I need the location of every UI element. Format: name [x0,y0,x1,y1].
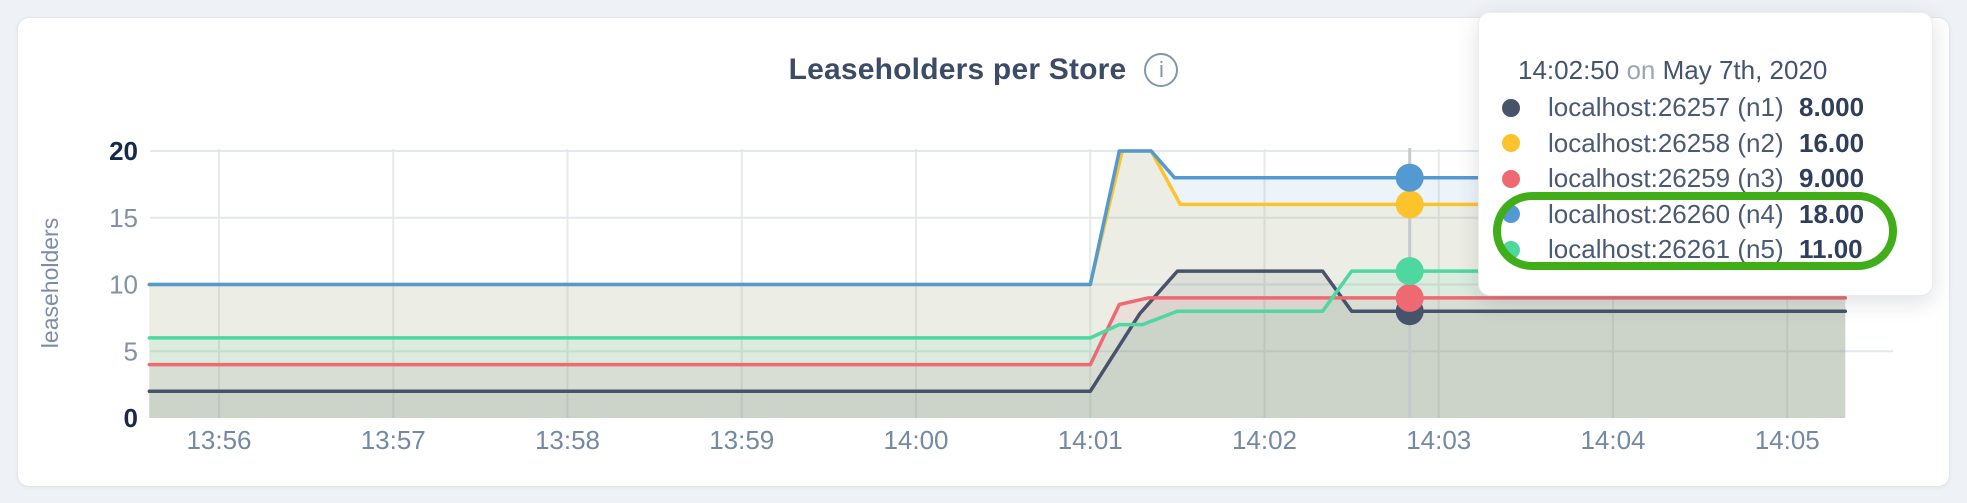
series-value: 11.00 [1799,234,1863,265]
x-tick-label: 14:02 [1232,425,1297,455]
x-tick-label: 13:59 [709,425,774,455]
series-value: 9.000 [1799,163,1865,194]
hover-dot [1395,283,1424,312]
chart-title: Leaseholders per Store [788,53,1127,86]
series-value: 18.00 [1799,198,1865,229]
series-color-dot [1502,134,1520,153]
hover-tooltip: 14:02:50 on May 7th, 2020 localhost:2625… [1478,12,1933,296]
series-line [147,269,1848,340]
series-value: 8.000 [1799,92,1865,123]
x-tick-label: 14:05 [1755,425,1820,455]
x-tick-label: 14:04 [1580,425,1645,455]
series-color-dot [1502,169,1520,188]
tooltip-time: 14:02:50 [1518,55,1620,85]
info-icon[interactable]: i [1144,53,1179,87]
series-label: localhost:26260 (n4) [1548,198,1784,229]
hover-dot [1395,163,1424,192]
series-area [149,297,1846,418]
series-line [147,149,1848,287]
tooltip-row: localhost:26260 (n4) 18.00 [1479,197,1932,233]
x-tick-label: 14:00 [883,425,948,455]
x-tick-label: 13:56 [186,425,251,455]
series-color-dot [1502,240,1520,259]
series-label: localhost:26261 (n5) [1548,234,1784,265]
tooltip-row: localhost:26261 (n5) 11.00 [1479,232,1932,268]
x-tick-label: 14:03 [1406,425,1471,455]
series-value: 16.00 [1799,127,1865,158]
hover-dot [1395,257,1424,286]
x-tick-label: 13:57 [361,425,426,455]
series-label: localhost:26258 (n2) [1548,127,1784,158]
hover-dot [1395,190,1424,219]
tooltip-row: localhost:26258 (n2) 16.00 [1479,126,1932,162]
tooltip-row: localhost:26259 (n3) 9.000 [1479,161,1932,197]
tooltip-rows: localhost:26257 (n1) 8.000 localhost:26258… [1479,90,1932,268]
series-color-dot [1502,98,1520,117]
tooltip-date: May 7th, 2020 [1662,55,1828,85]
y-tick-label: 0 [124,403,138,433]
tooltip-preposition: on [1626,55,1656,85]
y-axis-label: leaseholders [37,218,63,348]
chart-header: Leaseholders per Store i [17,48,1950,92]
series-area [149,271,1846,418]
y-tick-label: 10 [109,270,138,300]
series-label: localhost:26259 (n3) [1548,163,1784,194]
series-color-dot [1502,205,1520,224]
y-tick-label: 20 [109,136,138,166]
tooltip-row: localhost:26257 (n1) 8.000 [1479,90,1932,126]
series-line [147,269,1848,394]
series-line [147,296,1848,367]
y-tick-label: 5 [124,336,138,366]
series-label: localhost:26257 (n1) [1548,92,1784,123]
x-tick-label: 13:58 [535,425,600,455]
y-tick-label: 15 [109,203,138,233]
x-tick-label: 14:01 [1058,425,1123,455]
tooltip-timestamp: 14:02:50 on May 7th, 2020 [1518,55,1827,86]
